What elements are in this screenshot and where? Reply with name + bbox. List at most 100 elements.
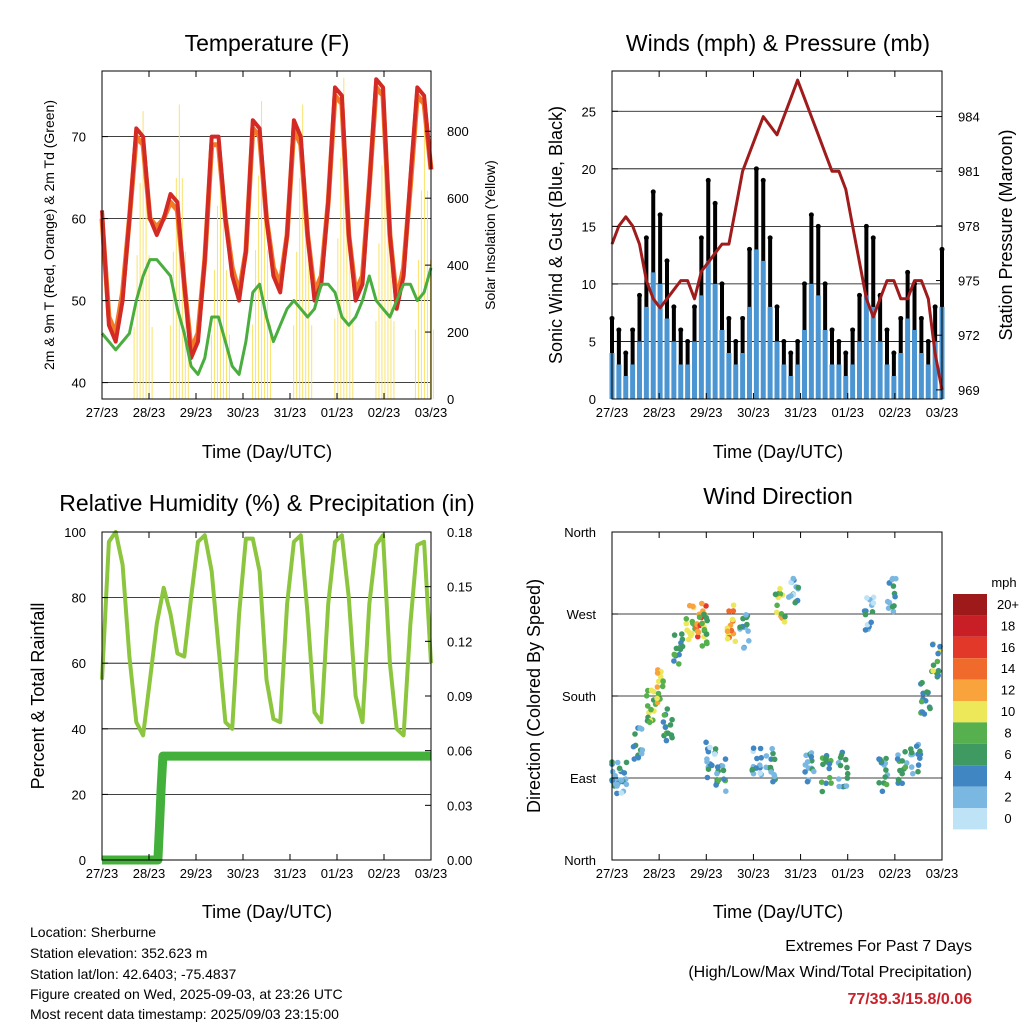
direction-point bbox=[655, 678, 662, 685]
temperature-panel: Temperature (F) 40 50 60 70 0 200 400 600 800 2… bbox=[41, 30, 498, 462]
direction-point bbox=[737, 624, 743, 630]
direction-point bbox=[676, 661, 682, 667]
y-tick-label-right: 0 bbox=[447, 392, 454, 407]
direction-point bbox=[897, 767, 903, 774]
direction-point bbox=[903, 760, 910, 766]
direction-point bbox=[723, 788, 729, 794]
direction-point bbox=[644, 703, 651, 709]
temperature-x-label: Time (Day/UTC) bbox=[202, 442, 332, 462]
direction-point bbox=[929, 641, 936, 648]
direction-point bbox=[886, 599, 893, 606]
x-tick-label: 30/23 bbox=[227, 405, 260, 420]
gust-point bbox=[747, 246, 752, 252]
y-tick-label: 5 bbox=[589, 334, 596, 349]
direction-point bbox=[721, 776, 727, 782]
wind-direction-y-ticks: North East South West North bbox=[562, 525, 618, 868]
legend-swatch bbox=[953, 722, 987, 744]
gust-point bbox=[788, 350, 794, 356]
gust-point bbox=[898, 315, 904, 321]
direction-point bbox=[837, 754, 844, 761]
temperature-frame bbox=[101, 70, 432, 400]
winds-series bbox=[609, 78, 945, 399]
x-tick-label: 02/23 bbox=[879, 405, 912, 420]
gust-point bbox=[685, 338, 691, 344]
direction-point bbox=[714, 764, 721, 770]
gust-point bbox=[705, 177, 711, 183]
info-created: Figure created on Wed, 2025-09-03, at 23… bbox=[30, 986, 343, 1002]
wind-direction-x-label: Time (Day/UTC) bbox=[713, 902, 843, 922]
legend-label: 4 bbox=[1004, 768, 1011, 783]
humidity-gridlines bbox=[102, 531, 431, 861]
x-tick-label: 29/23 bbox=[180, 405, 213, 420]
direction-point bbox=[638, 726, 645, 732]
y-tick-label-right: 972 bbox=[958, 328, 980, 343]
direction-point bbox=[908, 764, 915, 770]
info-location: Location: Sherburne bbox=[30, 924, 156, 940]
x-tick-label: 29/23 bbox=[690, 866, 723, 881]
gust-point bbox=[719, 281, 725, 287]
legend-label: 16 bbox=[1001, 640, 1015, 655]
legend-title: mph bbox=[991, 575, 1016, 590]
y-tick-label: 70 bbox=[72, 130, 86, 145]
direction-point bbox=[704, 756, 710, 762]
direction-point bbox=[879, 788, 886, 795]
direction-point bbox=[792, 599, 798, 606]
direction-point bbox=[868, 619, 874, 626]
temp-2m-line bbox=[100, 77, 433, 360]
direction-point bbox=[694, 628, 701, 635]
direction-point bbox=[704, 774, 711, 781]
direction-point bbox=[654, 670, 661, 676]
direction-point bbox=[882, 774, 888, 780]
direction-point bbox=[729, 616, 736, 623]
direction-point bbox=[883, 781, 890, 788]
direction-point bbox=[684, 627, 690, 633]
direction-point bbox=[754, 755, 760, 762]
gust-point bbox=[637, 292, 642, 298]
legend-swatch bbox=[953, 808, 987, 830]
wind-direction-title: Wind Direction bbox=[703, 483, 853, 509]
direction-point bbox=[720, 767, 727, 774]
gust-point bbox=[781, 338, 787, 344]
gust-point bbox=[774, 304, 780, 310]
legend-label: 6 bbox=[1004, 747, 1011, 762]
y-tick-label: 20 bbox=[582, 162, 596, 177]
y-tick-label: 60 bbox=[72, 212, 86, 227]
direction-point bbox=[836, 776, 842, 782]
direction-point bbox=[818, 779, 825, 785]
direction-point bbox=[869, 609, 876, 615]
info-latlon: Station lat/lon: 42.6403; -75.4837 bbox=[30, 966, 236, 982]
x-tick-label: 30/23 bbox=[227, 866, 260, 881]
gust-point bbox=[616, 327, 622, 333]
direction-point bbox=[770, 750, 776, 757]
direction-point bbox=[862, 611, 869, 618]
x-tick-label: 29/23 bbox=[690, 405, 723, 420]
direction-point bbox=[638, 750, 645, 757]
gust-point bbox=[815, 223, 821, 229]
y-tick-label: East bbox=[570, 771, 596, 786]
direction-point bbox=[902, 749, 908, 755]
direction-point bbox=[659, 683, 666, 690]
legend-label: 18 bbox=[1001, 618, 1015, 633]
x-tick-label: 31/23 bbox=[274, 405, 307, 420]
legend-label: 10 bbox=[1001, 704, 1015, 719]
x-tick-label: 02/23 bbox=[368, 405, 401, 420]
winds-y-ticks: 0 5 10 15 20 25 bbox=[582, 104, 618, 407]
legend-swatch bbox=[953, 786, 987, 808]
direction-point bbox=[934, 658, 941, 665]
wind-direction-points bbox=[609, 575, 943, 797]
wind-direction-x-ticks: 27/23 28/23 29/23 30/23 31/23 01/23 02/23 03/23 bbox=[596, 532, 958, 881]
y-tick-label: North bbox=[564, 525, 596, 540]
direction-point bbox=[919, 679, 925, 686]
direction-point bbox=[763, 764, 769, 771]
gust-point bbox=[630, 327, 636, 333]
direction-point bbox=[689, 630, 695, 637]
extremes-subheading: (High/Low/Max Wind/Total Precipitation) bbox=[688, 964, 972, 981]
legend-label: 2 bbox=[1004, 790, 1011, 805]
gust-point bbox=[740, 315, 746, 321]
direction-point bbox=[648, 706, 654, 713]
y-tick-label: 0 bbox=[589, 392, 596, 407]
direction-point bbox=[621, 770, 628, 776]
y-tick-label: 25 bbox=[582, 104, 596, 119]
direction-point bbox=[883, 767, 889, 773]
direction-point bbox=[635, 754, 642, 761]
